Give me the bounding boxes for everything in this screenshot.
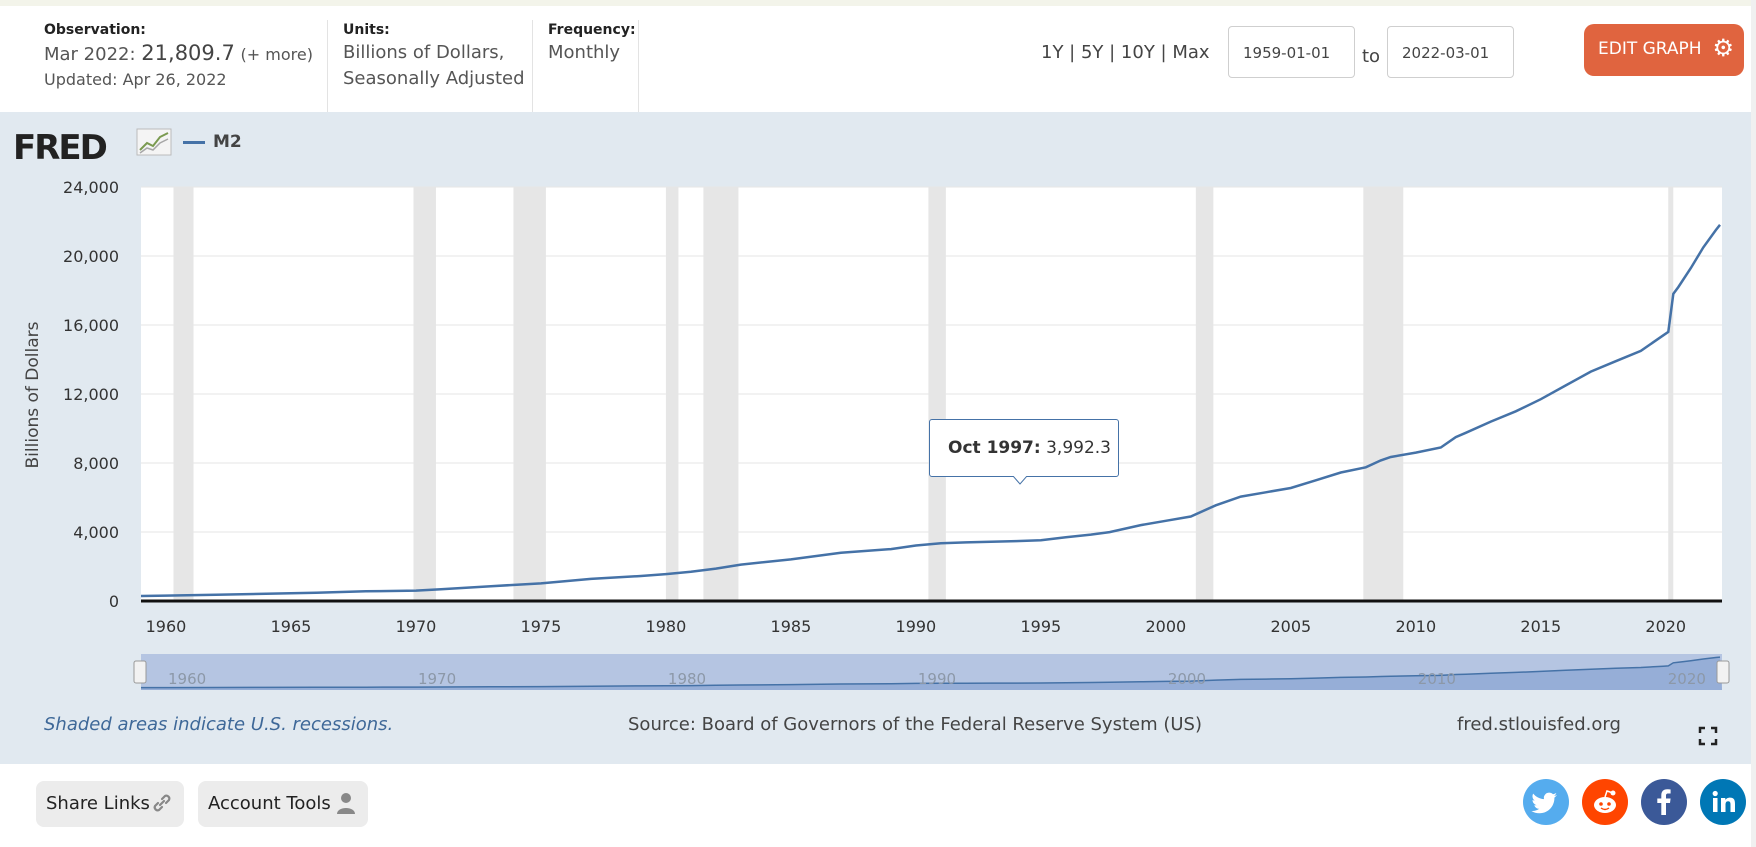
x-tick-label: 1995 — [1020, 617, 1061, 636]
recession-note: Shaded areas indicate U.S. recessions. — [44, 714, 394, 735]
tooltip-date: Oct 1997: — [948, 438, 1041, 458]
navigator-tick-label: 1990 — [918, 670, 956, 688]
x-tick-label: 1965 — [271, 617, 312, 636]
graph-area: FRED M2 Billions of Dollars 0 4,000 8,000 1… — [0, 112, 1751, 764]
chart: Billions of Dollars 0 4,000 8,000 12,000 16,… — [23, 178, 1730, 690]
divider — [532, 20, 533, 112]
units-block: Units: Billions of Dollars, Seasonally A… — [343, 22, 525, 92]
divider — [327, 20, 328, 112]
frequency-block: Frequency: Monthly — [548, 22, 636, 66]
tooltip-value: 3,992.3 — [1046, 438, 1111, 458]
y-tick-label: 12,000 — [63, 385, 119, 404]
reddit-icon[interactable] — [1582, 779, 1628, 825]
y-tick-label: 4,000 — [73, 523, 119, 542]
navigator-tick-label: 1960 — [168, 670, 206, 688]
updated-date: Updated: Apr 26, 2022 — [44, 70, 227, 89]
y-tick-label: 20,000 — [63, 247, 119, 266]
navigator-handle-left — [133, 660, 147, 684]
y-tick-label: 0 — [109, 592, 119, 611]
x-tick-label: 2010 — [1395, 617, 1436, 636]
source-text: Source: Board of Governors of the Federa… — [628, 714, 1202, 735]
frequency-label: Frequency: — [548, 22, 636, 38]
navigator-tick-label: 2020 — [1668, 670, 1706, 688]
to-label: to — [1362, 46, 1381, 67]
gear-icon: ⚙ — [1712, 34, 1734, 62]
divider — [638, 20, 639, 112]
y-tick-label: 24,000 — [63, 178, 119, 197]
units-line-1: Billions of Dollars, — [343, 42, 505, 63]
expand-icon[interactable] — [1698, 726, 1718, 746]
observation-line: Mar 2022: 21,809.7 (+ more) — [44, 40, 313, 68]
navigator-tick-label: 1970 — [418, 670, 456, 688]
observation-value: 21,809.7 — [141, 41, 235, 65]
navigator-tick-label: 2010 — [1418, 670, 1456, 688]
linkedin-icon[interactable] — [1700, 779, 1746, 825]
x-tick-label: 2005 — [1270, 617, 1311, 636]
date-range-links[interactable]: 1Y | 5Y | 10Y | Max — [1041, 42, 1210, 63]
x-tick-label: 1970 — [396, 617, 437, 636]
navigator-tick-label: 1980 — [668, 670, 706, 688]
x-tick-label: 1985 — [771, 617, 812, 636]
x-tick-label: 2015 — [1520, 617, 1561, 636]
frequency-value: Monthly — [548, 42, 621, 63]
top-strip — [0, 0, 1756, 6]
x-tick-label: 1990 — [896, 617, 937, 636]
account-tools-label: Account Tools — [208, 793, 331, 814]
navigator-tick-label: 2000 — [1168, 670, 1206, 688]
y-tick-label: 8,000 — [73, 454, 119, 473]
y-tick-label: 16,000 — [63, 316, 119, 335]
observation-date: Mar 2022: — [44, 44, 136, 65]
observation-block: Observation: Mar 2022: 21,809.7 (+ more)… — [44, 22, 313, 89]
units-line-2: Seasonally Adjusted — [343, 68, 525, 89]
tooltip-arrow — [1013, 476, 1027, 485]
observation-more-link[interactable]: (+ more) — [240, 45, 313, 64]
end-date-input[interactable]: 2022-03-01 — [1387, 26, 1514, 78]
start-date-input[interactable]: 1959-01-01 — [1228, 26, 1355, 78]
share-links-label: Share Links — [46, 793, 150, 814]
twitter-icon[interactable] — [1523, 779, 1569, 825]
navigator-area — [141, 657, 1722, 690]
legend-swatch — [183, 140, 205, 144]
link-icon — [153, 794, 171, 812]
units-label: Units: — [343, 22, 390, 38]
x-tick-label: 2000 — [1145, 617, 1186, 636]
edit-graph-label: EDIT GRAPH — [1598, 39, 1702, 59]
navigator-line — [141, 656, 1721, 689]
x-tick-label: 2020 — [1645, 617, 1686, 636]
account-tools-button[interactable]: Account Tools — [198, 781, 368, 827]
site-link[interactable]: fred.stlouisfed.org — [1457, 714, 1621, 735]
edit-graph-button[interactable]: EDIT GRAPH ⚙ — [1584, 24, 1744, 76]
series-line-m2 — [140, 224, 1721, 598]
user-icon — [337, 793, 355, 814]
y-axis-title: Billions of Dollars — [23, 321, 43, 468]
fred-chart-icon — [136, 128, 172, 156]
fred-logo: FRED — [13, 128, 108, 168]
navigator-handle-right — [1716, 660, 1730, 684]
legend-label: M2 — [213, 132, 242, 152]
legend: M2 — [183, 132, 242, 152]
x-tick-label: 1975 — [521, 617, 562, 636]
chart-tooltip: Oct 1997: 3,992.3 — [929, 419, 1119, 477]
x-tick-label: 1960 — [146, 617, 187, 636]
x-tick-label: 1980 — [646, 617, 687, 636]
share-links-button[interactable]: Share Links — [36, 781, 184, 827]
observation-label: Observation: — [44, 22, 146, 38]
window-edge — [1751, 0, 1756, 847]
facebook-icon[interactable] — [1641, 779, 1687, 825]
header: Observation: Mar 2022: 21,809.7 (+ more)… — [0, 6, 1756, 112]
